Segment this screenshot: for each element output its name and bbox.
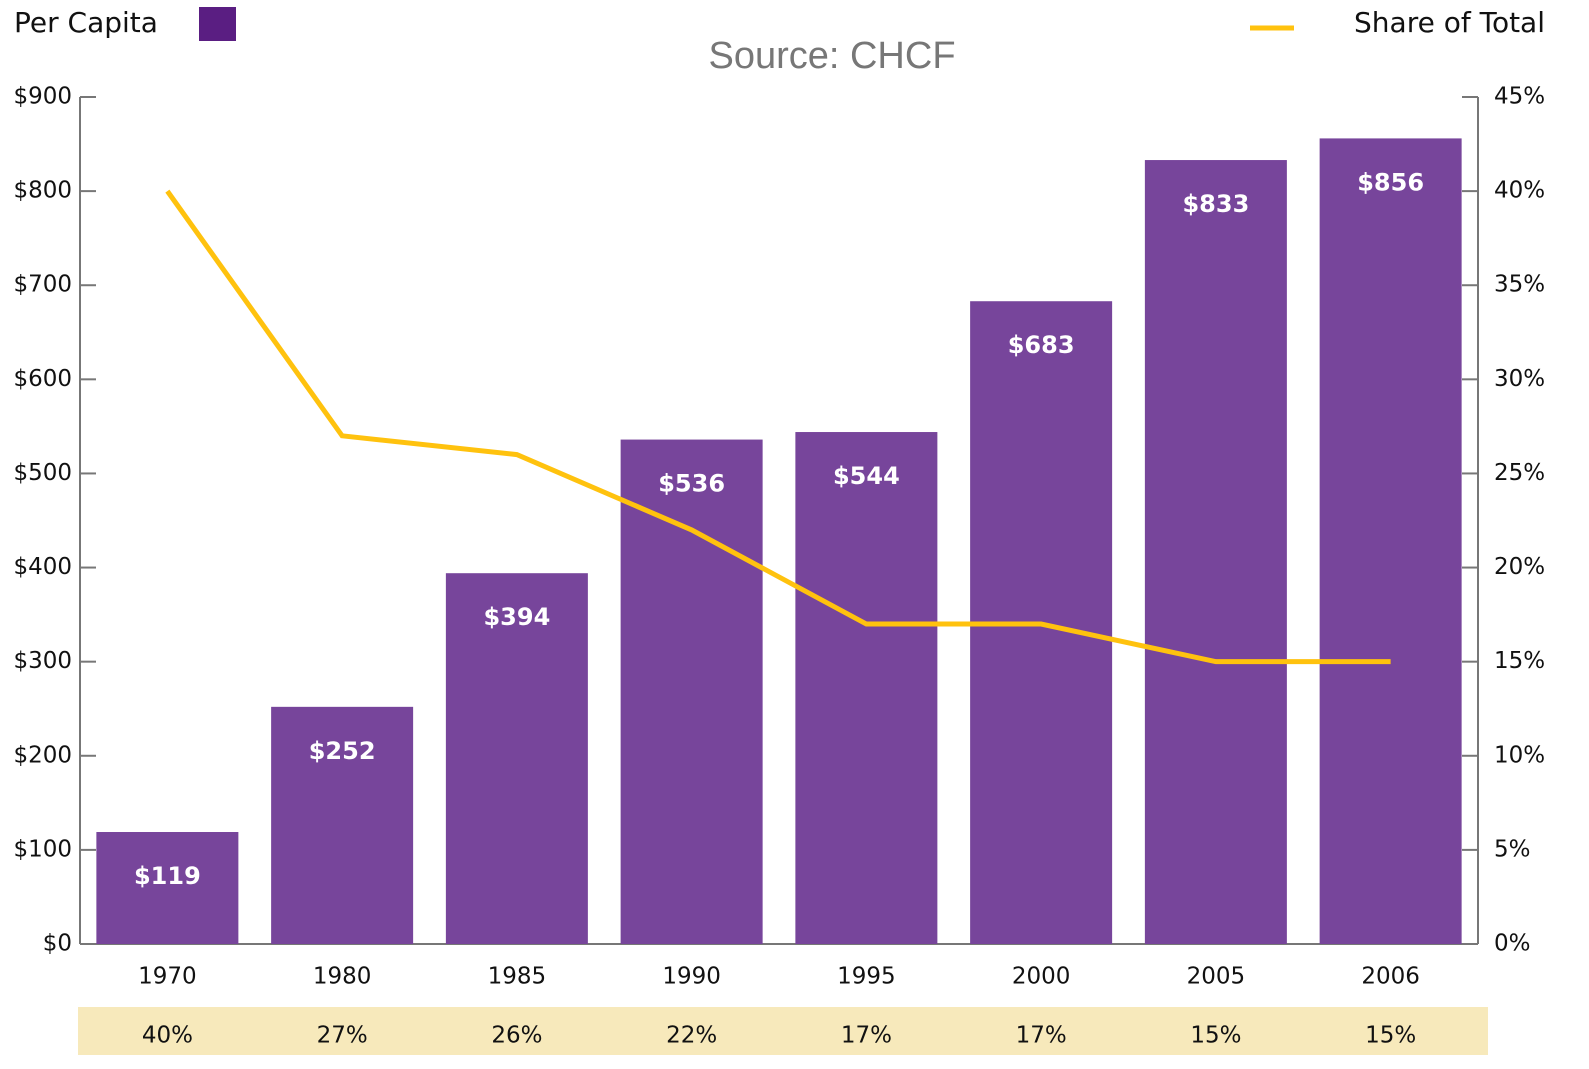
share-label: 17% (841, 1023, 892, 1049)
share-row (78, 1007, 1488, 1055)
y-tick-label: $800 (13, 178, 72, 204)
y-tick-label: $300 (13, 648, 72, 674)
bar (96, 832, 239, 944)
bar-value-label: $119 (134, 862, 201, 890)
y2-tick-label: 0% (1494, 931, 1531, 957)
y2-tick-label: 45% (1494, 84, 1545, 110)
bar-value-label: $394 (483, 603, 550, 631)
bar (620, 439, 763, 944)
y2-tick-label: 40% (1494, 178, 1545, 204)
y-tick-label: $400 (13, 554, 72, 580)
legend-swatch (199, 7, 236, 41)
y-tick-label: $700 (13, 272, 72, 298)
share-label: 27% (317, 1023, 368, 1049)
y2-tick-label: 5% (1494, 836, 1531, 862)
share-label: 15% (1365, 1023, 1416, 1049)
x-tick-label: 1995 (837, 964, 896, 990)
share-label: 40% (142, 1023, 193, 1049)
y-tick-label: $100 (13, 836, 72, 862)
y2-tick-label: 25% (1494, 460, 1545, 486)
x-tick-label: 1985 (488, 964, 547, 990)
y2-tick-label: 20% (1494, 554, 1545, 580)
legend-label: Share of Total (1354, 6, 1545, 39)
bar (1144, 160, 1287, 944)
y2-tick-label: 15% (1494, 648, 1545, 674)
x-tick-label: 2000 (1012, 964, 1071, 990)
bar (795, 432, 938, 944)
y2-tick-label: 30% (1494, 366, 1545, 392)
bar-value-label: $683 (1008, 331, 1075, 359)
y2-tick-label: 10% (1494, 742, 1545, 768)
bar-value-label: $833 (1182, 190, 1249, 218)
y-tick-label: $900 (13, 84, 72, 110)
x-tick-label: 2006 (1361, 964, 1420, 990)
subtitle: Source: CHCF (708, 35, 955, 77)
y-tick-label: $500 (13, 460, 72, 486)
bar (445, 573, 588, 944)
bar-value-label: $544 (833, 462, 900, 490)
legend-label: Per Capita (14, 6, 158, 39)
y-tick-label: $200 (13, 742, 72, 768)
share-line (165, 189, 1391, 665)
y-tick-label: $0 (43, 931, 72, 957)
x-tick-label: 1990 (662, 964, 721, 990)
y-tick-label: $600 (13, 366, 72, 392)
bar-value-label: $856 (1357, 168, 1424, 196)
share-label: 22% (666, 1023, 717, 1049)
bar-value-label: $252 (309, 737, 376, 765)
share-label: 15% (1190, 1023, 1241, 1049)
bar-value-label: $536 (658, 470, 725, 498)
bar (1319, 138, 1462, 945)
share-label: 17% (1016, 1023, 1067, 1049)
x-tick-label: 2005 (1187, 964, 1246, 990)
y2-tick-label: 35% (1494, 272, 1545, 298)
share-label: 26% (491, 1023, 542, 1049)
x-tick-label: 1970 (138, 964, 197, 990)
x-tick-label: 1980 (313, 964, 372, 990)
bar (271, 706, 414, 944)
